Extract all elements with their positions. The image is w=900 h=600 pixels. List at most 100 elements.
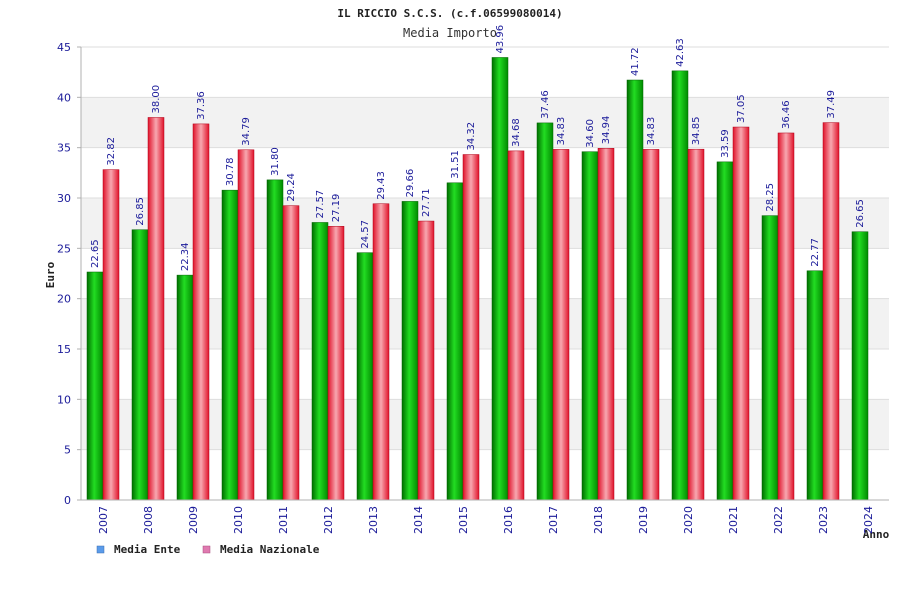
- bar-media-nazionale-2016: [507, 150, 525, 501]
- bar-media-nazionale-2017: [552, 149, 570, 501]
- grid-band: [81, 97, 889, 148]
- value-label-media-ente-2023: 22.77: [810, 238, 821, 267]
- y-tick-label: 30: [57, 192, 71, 205]
- bar-media-ente-2008: [131, 229, 149, 501]
- value-label-media-nazionale-2013: 29.43: [376, 171, 387, 200]
- bar-media-ente-2020: [671, 70, 689, 501]
- bar-media-ente-2014: [401, 201, 419, 501]
- y-tick-label: 5: [64, 444, 71, 457]
- value-label-media-ente-2009: 22.34: [180, 242, 191, 271]
- y-tick-label: 45: [57, 41, 71, 54]
- bar-media-nazionale-2008: [147, 117, 165, 501]
- grid-band: [81, 399, 889, 450]
- value-labels: 22.65 32.82 26.85 38.00 22.34 37.36 30.78 34.79…: [90, 25, 866, 271]
- x-tick-label-2008: 2008: [142, 506, 155, 534]
- x-tick-label-2009: 2009: [187, 506, 200, 534]
- x-tick-label-2024: 2024: [862, 506, 875, 534]
- bar-media-ente-2012: [311, 222, 329, 501]
- x-tick-label-2015: 2015: [457, 506, 470, 534]
- value-label-media-ente-2024: 26.65: [855, 199, 866, 228]
- grid-band: [81, 198, 889, 249]
- value-label-media-nazionale-2010: 34.79: [241, 117, 252, 146]
- value-label-media-nazionale-2012: 27.19: [331, 194, 342, 223]
- bar-media-nazionale-2021: [732, 126, 750, 501]
- value-label-media-ente-2018: 34.60: [585, 119, 596, 148]
- x-tick-label-2010: 2010: [232, 506, 245, 534]
- bar-media-ente-2016: [491, 57, 509, 501]
- x-tick-label-2023: 2023: [817, 506, 830, 534]
- x-tick-label-2011: 2011: [277, 506, 290, 534]
- bar-media-ente-2018: [581, 151, 599, 501]
- x-tick-label-2013: 2013: [367, 506, 380, 534]
- value-label-media-nazionale-2007: 32.82: [106, 137, 117, 166]
- bars: [86, 57, 869, 501]
- value-label-media-ente-2010: 30.78: [225, 158, 236, 187]
- x-axis-ticks: 2007 2008 2009 2010 2011 2012 2013 2014 2015 2016…: [97, 506, 875, 534]
- x-tick-label-2017: 2017: [547, 506, 560, 534]
- bar-media-nazionale-2007: [102, 169, 120, 501]
- y-tick-label: 25: [57, 242, 71, 255]
- value-label-media-nazionale-2009: 37.36: [196, 91, 207, 120]
- value-label-media-nazionale-2020: 34.85: [691, 117, 702, 146]
- grid-band: [81, 47, 889, 98]
- value-label-media-ente-2008: 26.85: [135, 197, 146, 226]
- bar-media-nazionale-2020: [687, 148, 705, 501]
- bar-media-ente-2015: [446, 182, 464, 501]
- legend-label-media-ente: Media Ente: [114, 543, 181, 556]
- y-axis-ticks: 0 5 10 15 20 25 30 35 40 45: [57, 41, 81, 507]
- legend-label-media-nazionale: Media Nazionale: [220, 543, 320, 556]
- x-tick-label-2016: 2016: [502, 506, 515, 534]
- bar-media-ente-2022: [761, 215, 779, 501]
- y-tick-label: 35: [57, 142, 71, 155]
- bar-media-nazionale-2009: [192, 123, 210, 501]
- x-tick-label-2021: 2021: [727, 506, 740, 534]
- grid-band: [81, 147, 889, 198]
- value-label-media-ente-2013: 24.57: [360, 220, 371, 249]
- value-label-media-nazionale-2019: 34.83: [646, 117, 657, 146]
- bar-media-ente-2013: [356, 252, 374, 501]
- bar-media-ente-2007: [86, 271, 104, 501]
- bar-media-nazionale-2023: [822, 122, 840, 501]
- chart-subtitle: Media Importo: [403, 26, 497, 40]
- grid-band: [81, 248, 889, 299]
- bar-media-ente-2023: [806, 270, 824, 501]
- value-label-media-ente-2021: 33.59: [720, 129, 731, 158]
- value-label-media-nazionale-2014: 27.71: [421, 188, 432, 217]
- x-axis-label: Anno: [863, 528, 890, 541]
- y-tick-label: 10: [57, 393, 71, 406]
- bar-media-ente-2019: [626, 79, 644, 501]
- legend: Media Ente Media Nazionale: [96, 543, 320, 556]
- bar-media-ente-2021: [716, 161, 734, 501]
- grid-band: [81, 298, 889, 349]
- x-tick-label-2007: 2007: [97, 506, 110, 534]
- value-label-media-nazionale-2018: 34.94: [601, 116, 612, 145]
- bar-media-nazionale-2011: [282, 205, 300, 501]
- value-label-media-ente-2017: 37.46: [540, 90, 551, 119]
- gridlines: [81, 46, 889, 501]
- bar-media-nazionale-2012: [327, 226, 345, 501]
- y-tick-label: 15: [57, 343, 71, 356]
- legend-swatch-media-ente: [96, 545, 105, 554]
- bar-media-nazionale-2018: [597, 148, 615, 501]
- bar-media-ente-2017: [536, 122, 554, 501]
- bar-media-nazionale-2015: [462, 154, 480, 501]
- x-tick-label-2019: 2019: [637, 506, 650, 534]
- x-tick-label-2020: 2020: [682, 506, 695, 534]
- y-tick-label: 0: [64, 494, 71, 507]
- bar-media-nazionale-2019: [642, 149, 660, 501]
- legend-swatch-media-nazionale: [202, 545, 211, 554]
- value-label-media-nazionale-2015: 34.32: [466, 122, 477, 151]
- value-label-media-ente-2007: 22.65: [90, 239, 101, 268]
- bar-media-nazionale-2010: [237, 149, 255, 501]
- y-tick-label: 40: [57, 91, 71, 104]
- bar-media-nazionale-2022: [777, 132, 795, 501]
- value-label-media-ente-2019: 41.72: [630, 47, 641, 76]
- chart-title: IL RICCIO S.C.S. (c.f.06599080014): [337, 7, 562, 20]
- value-label-media-ente-2014: 29.66: [405, 169, 416, 198]
- value-label-media-ente-2015: 31.51: [450, 150, 461, 179]
- value-label-media-ente-2016: 43.96: [495, 25, 506, 54]
- value-label-media-nazionale-2011: 29.24: [286, 173, 297, 202]
- bar-media-nazionale-2013: [372, 203, 390, 501]
- y-tick-label: 20: [57, 293, 71, 306]
